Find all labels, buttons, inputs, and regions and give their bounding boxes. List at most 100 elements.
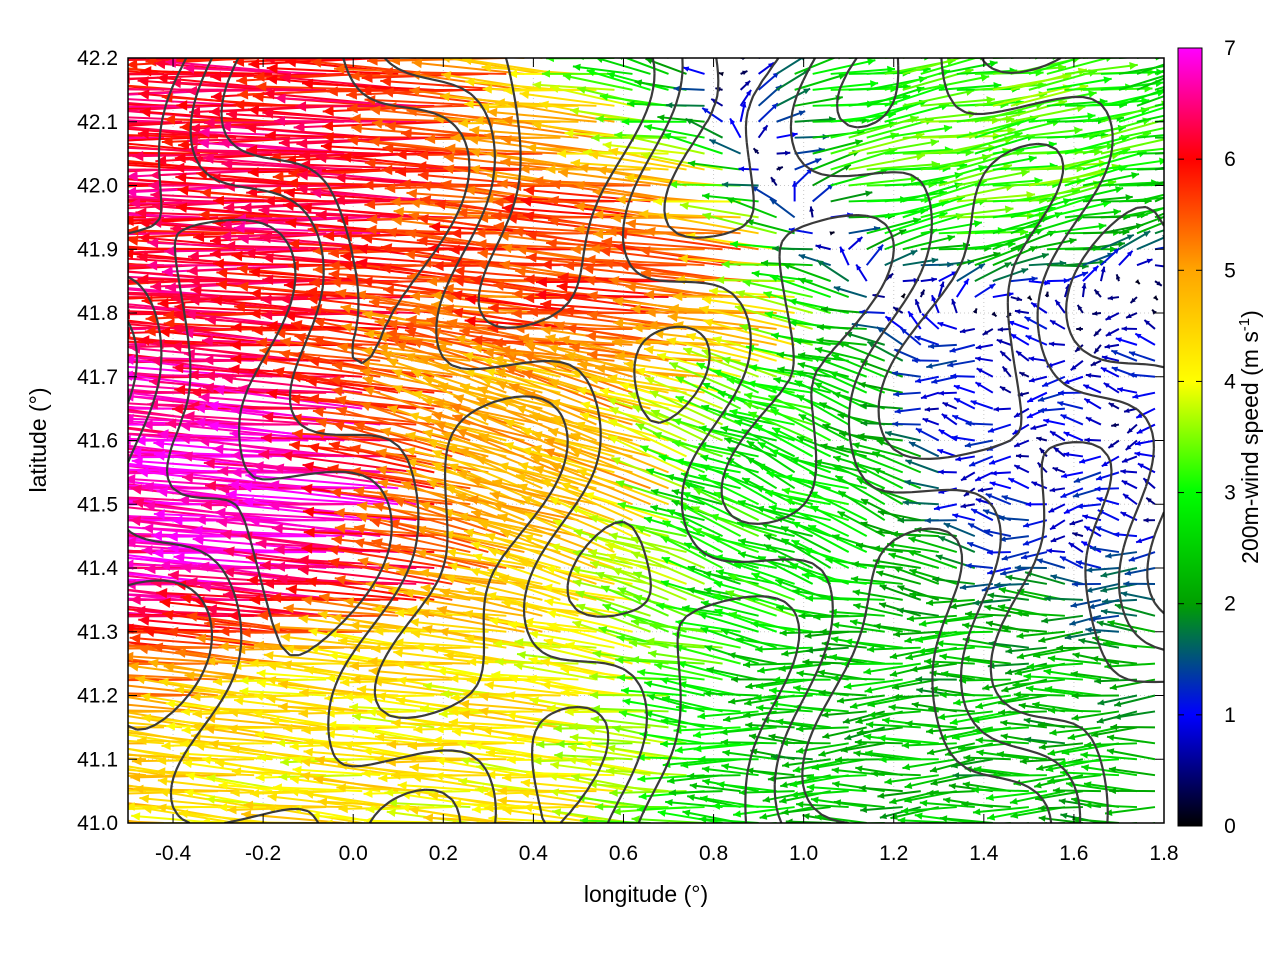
wind-vector-head xyxy=(975,382,982,388)
wind-vector-head xyxy=(91,153,102,163)
wind-vector-head xyxy=(132,497,145,509)
wind-vector-head xyxy=(39,201,50,211)
wind-vector xyxy=(964,612,1011,617)
wind-vector-head xyxy=(565,641,576,651)
wind-vector xyxy=(187,136,327,142)
wind-vector-head xyxy=(523,534,534,543)
wind-vector-head xyxy=(0,86,7,96)
wind-vector xyxy=(542,585,633,601)
wind-vector-head xyxy=(264,195,275,207)
wind-vector-head xyxy=(486,592,497,601)
wind-vector-head xyxy=(3,476,14,486)
wind-vector-head xyxy=(975,736,983,744)
wind-vector-head xyxy=(213,385,225,396)
wind-vector xyxy=(806,774,867,779)
wind-vector-head xyxy=(803,547,813,555)
wind-vector xyxy=(830,148,898,171)
wind-vector xyxy=(372,679,471,697)
wind-vector-head xyxy=(188,400,200,412)
wind-vector-head xyxy=(20,112,31,122)
wind-vector xyxy=(939,693,993,697)
wind-vector-head xyxy=(833,286,841,292)
wind-vector-head xyxy=(221,158,233,170)
wind-vector xyxy=(920,75,990,91)
wind-vector-head xyxy=(38,771,48,780)
wind-vector-head xyxy=(266,74,278,85)
wind-vector-head xyxy=(77,659,88,669)
wind-vector-head xyxy=(973,220,982,228)
wind-vector-head xyxy=(131,756,142,766)
wind-vector xyxy=(485,533,579,569)
wind-vector-head xyxy=(459,699,470,709)
wind-vector-head xyxy=(978,263,985,270)
wind-vector-head xyxy=(644,680,653,688)
wind-vector-head xyxy=(950,762,958,769)
wind-vector-head xyxy=(186,577,198,588)
wind-vector-head xyxy=(443,292,455,303)
wind-vector xyxy=(223,184,363,188)
wind-vector xyxy=(636,806,705,811)
wind-vector-head xyxy=(792,766,801,773)
wind-vector-head xyxy=(172,362,184,374)
wind-vector-head xyxy=(530,455,542,465)
wind-vector-head xyxy=(908,311,914,318)
wind-vector-head xyxy=(376,692,387,701)
wind-vector xyxy=(852,590,903,601)
wind-vector xyxy=(659,214,759,235)
wind-vector-head xyxy=(41,362,52,372)
wind-vector xyxy=(500,160,615,171)
wind-vector-head xyxy=(814,346,823,354)
wind-vector-head xyxy=(148,658,159,669)
wind-vector-head xyxy=(595,114,604,123)
wind-vector xyxy=(128,774,129,776)
wind-vector-head xyxy=(637,668,646,677)
wind-vector-head xyxy=(864,686,873,694)
wind-vector-head xyxy=(842,717,851,724)
wind-vector-head xyxy=(700,626,709,634)
wind-vector-head xyxy=(457,512,469,522)
wind-vector-head xyxy=(166,531,178,542)
wind-vector xyxy=(753,423,814,458)
wind-vector-head xyxy=(836,445,845,452)
wind-vector-head xyxy=(11,371,22,381)
wind-vector-head xyxy=(838,491,847,498)
wind-vector-head xyxy=(34,582,45,592)
wind-vector-head xyxy=(422,429,434,439)
wind-vector xyxy=(992,228,1044,251)
wind-vector-head xyxy=(548,216,559,227)
wind-vector xyxy=(848,154,926,171)
wind-vector-head xyxy=(395,341,407,352)
wind-vector xyxy=(699,796,759,809)
wind-vector xyxy=(486,110,597,123)
wind-vector xyxy=(679,503,742,538)
wind-vector-head xyxy=(725,590,735,598)
wind-vector-head xyxy=(938,429,945,435)
wind-vector-head xyxy=(371,644,381,654)
wind-vector-head xyxy=(595,363,606,374)
wind-vector-head xyxy=(75,396,86,406)
wind-vector-head xyxy=(217,465,229,477)
wind-vector xyxy=(666,508,724,538)
wind-vector-head xyxy=(361,346,373,356)
wind-vector-head xyxy=(608,147,619,157)
wind-vector-head xyxy=(9,148,20,158)
wind-vector-head xyxy=(892,693,900,701)
wind-vector xyxy=(790,790,849,797)
wind-vector-head xyxy=(0,611,6,621)
wind-vector xyxy=(218,487,363,491)
wind-vector-head xyxy=(632,405,643,413)
wind-vector-head xyxy=(784,474,793,482)
wind-vector-head xyxy=(0,284,4,294)
wind-vector-head xyxy=(349,724,360,734)
wind-vector-head xyxy=(218,484,230,495)
wind-vector-head xyxy=(62,545,73,555)
wind-vector xyxy=(630,551,705,585)
wind-vector-head xyxy=(515,405,527,415)
wind-vector-head xyxy=(620,687,630,695)
wind-vector xyxy=(902,112,977,123)
wind-vector-head xyxy=(769,198,777,205)
wind-vector-head xyxy=(181,451,193,462)
wind-vector xyxy=(750,622,813,633)
wind-vector xyxy=(313,58,327,59)
wind-vector xyxy=(524,343,633,378)
